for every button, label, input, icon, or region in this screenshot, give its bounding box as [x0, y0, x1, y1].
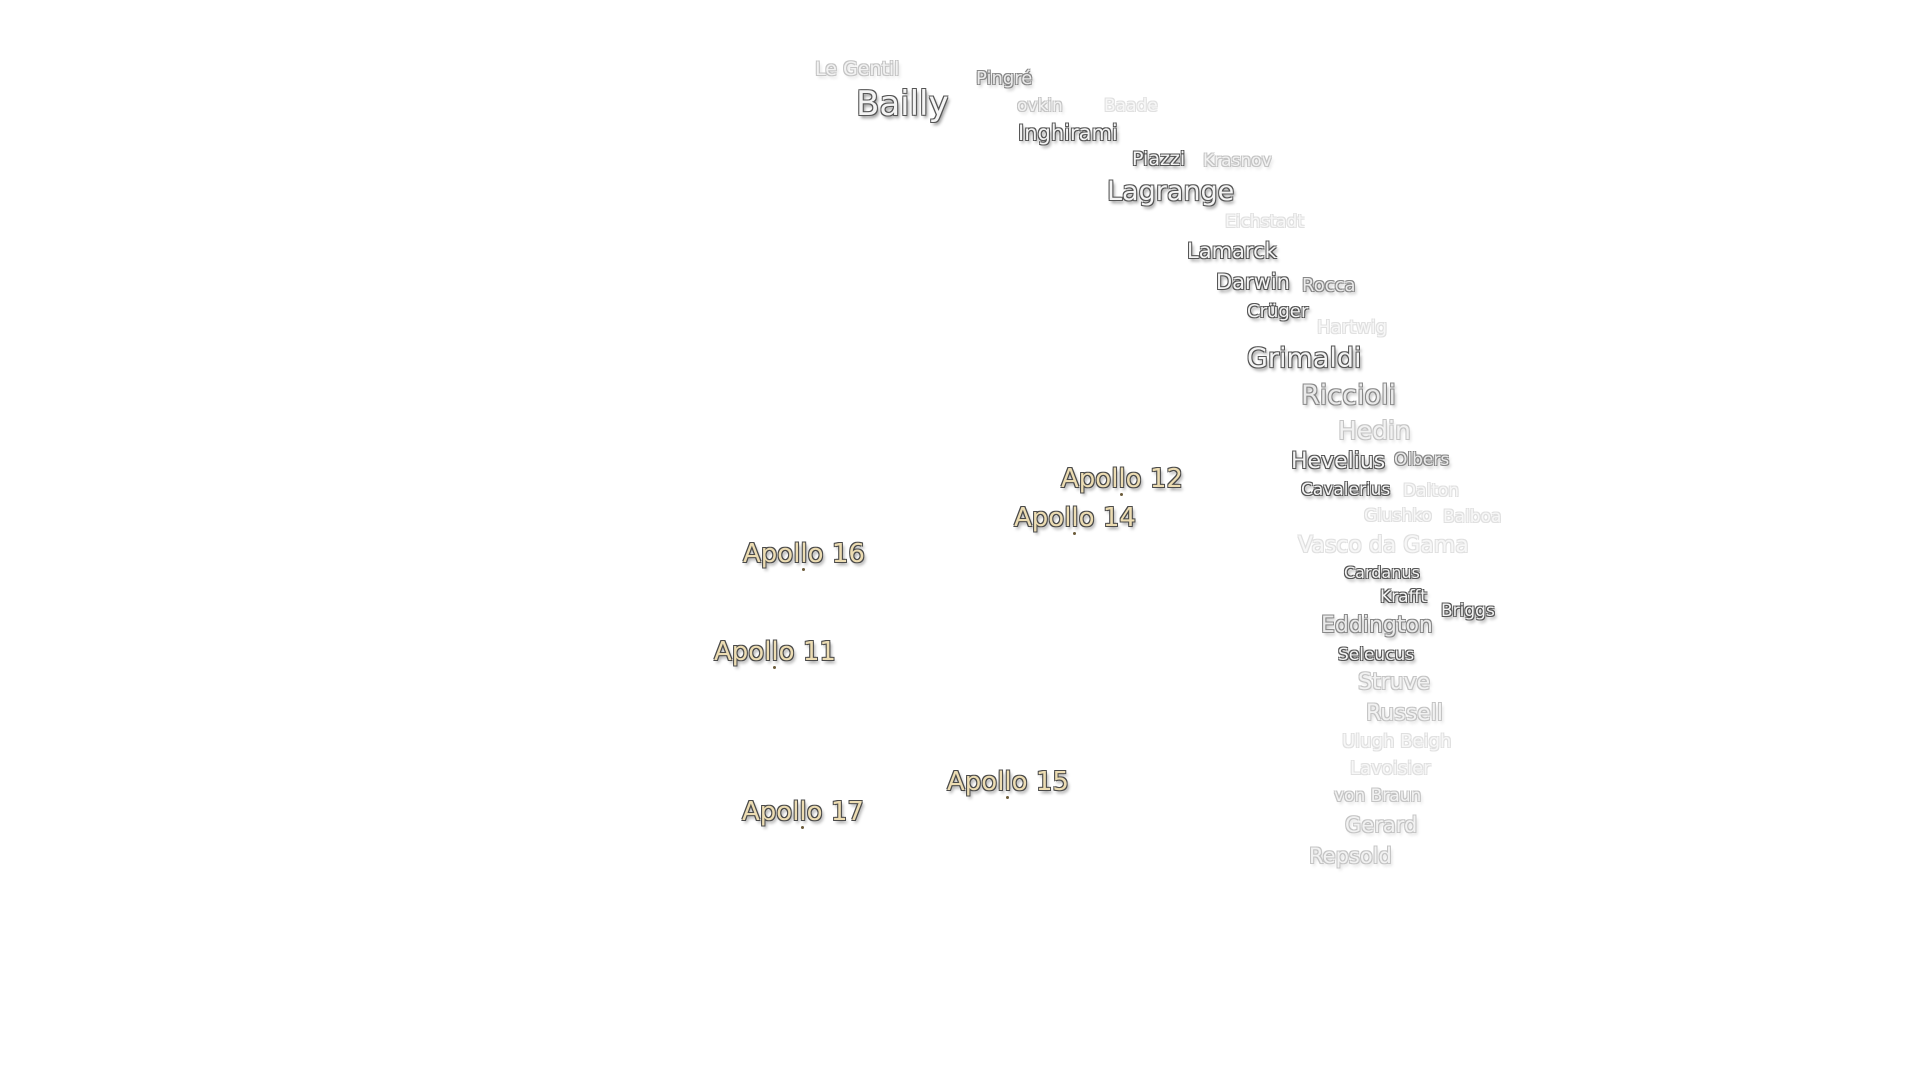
landing-site: Apollo 15	[947, 767, 1069, 799]
crater-label: Rocca	[1302, 275, 1356, 296]
crater-label: Repsold	[1309, 844, 1392, 868]
crater-label: Bailly	[856, 84, 949, 124]
landing-site-marker-icon	[772, 666, 776, 669]
landing-site: Apollo 11	[714, 637, 836, 669]
crater-label: Russell	[1366, 701, 1443, 726]
crater-label: Seleucus	[1338, 645, 1415, 665]
landing-site-label: Apollo 14	[1014, 503, 1136, 533]
landing-site-marker-icon	[1005, 796, 1009, 799]
crater-label: Lavoisier	[1350, 758, 1431, 779]
crater-label: Le Gentil	[815, 58, 900, 80]
crater-label: Briggs	[1441, 601, 1495, 621]
crater-label: Grimaldi	[1247, 343, 1362, 374]
crater-label: Riccioli	[1301, 380, 1396, 411]
landing-site-label: Apollo 16	[743, 539, 865, 569]
crater-label: Vasco da Gama	[1298, 533, 1469, 558]
landing-site-label: Apollo 17	[742, 797, 864, 827]
crater-label: Dalton	[1403, 481, 1460, 501]
crater-label: Balboa	[1443, 507, 1502, 527]
crater-label: ovkin	[1017, 96, 1063, 116]
crater-label: Krasnov	[1203, 151, 1272, 171]
crater-label: Hevelius	[1291, 449, 1386, 474]
landing-site-marker-icon	[801, 568, 805, 571]
crater-label: Cavalerius	[1301, 480, 1391, 500]
crater-label: Crüger	[1247, 301, 1309, 322]
crater-label: Cardanus	[1344, 563, 1420, 582]
crater-label: Darwin	[1216, 270, 1290, 294]
landing-site: Apollo 14	[1014, 503, 1136, 535]
crater-label: Pingré	[976, 68, 1033, 89]
crater-label: Inghirami	[1018, 121, 1118, 145]
crater-label: Ulugh Beigh	[1342, 731, 1452, 752]
crater-label: Krafft	[1380, 587, 1427, 607]
landing-site: Apollo 17	[742, 797, 864, 829]
landing-site: Apollo 16	[743, 539, 865, 571]
crater-label: Eichstadt	[1225, 212, 1304, 232]
landing-site-marker-icon	[1119, 493, 1123, 496]
landing-site: Apollo 12	[1061, 464, 1183, 496]
crater-label: Struve	[1358, 670, 1431, 695]
crater-label: Lagrange	[1107, 176, 1235, 207]
crater-label: Glushko	[1364, 506, 1432, 526]
crater-label: Lamarck	[1187, 239, 1277, 263]
crater-label: Hedin	[1338, 416, 1411, 445]
landing-site-marker-icon	[800, 826, 804, 829]
crater-label: Hartwig	[1317, 317, 1388, 338]
landing-site-label: Apollo 12	[1061, 464, 1183, 494]
crater-label: von Braun	[1334, 786, 1422, 806]
landing-site-marker-icon	[1072, 532, 1076, 535]
landing-site-label: Apollo 11	[714, 637, 836, 667]
crater-label: Piazzi	[1132, 148, 1186, 170]
crater-label: Olbers	[1394, 450, 1450, 470]
landing-site-label: Apollo 15	[947, 767, 1069, 797]
crater-label: Baade	[1104, 96, 1158, 116]
crater-label: Eddington	[1321, 613, 1433, 638]
crater-label: Gerard	[1345, 813, 1418, 837]
